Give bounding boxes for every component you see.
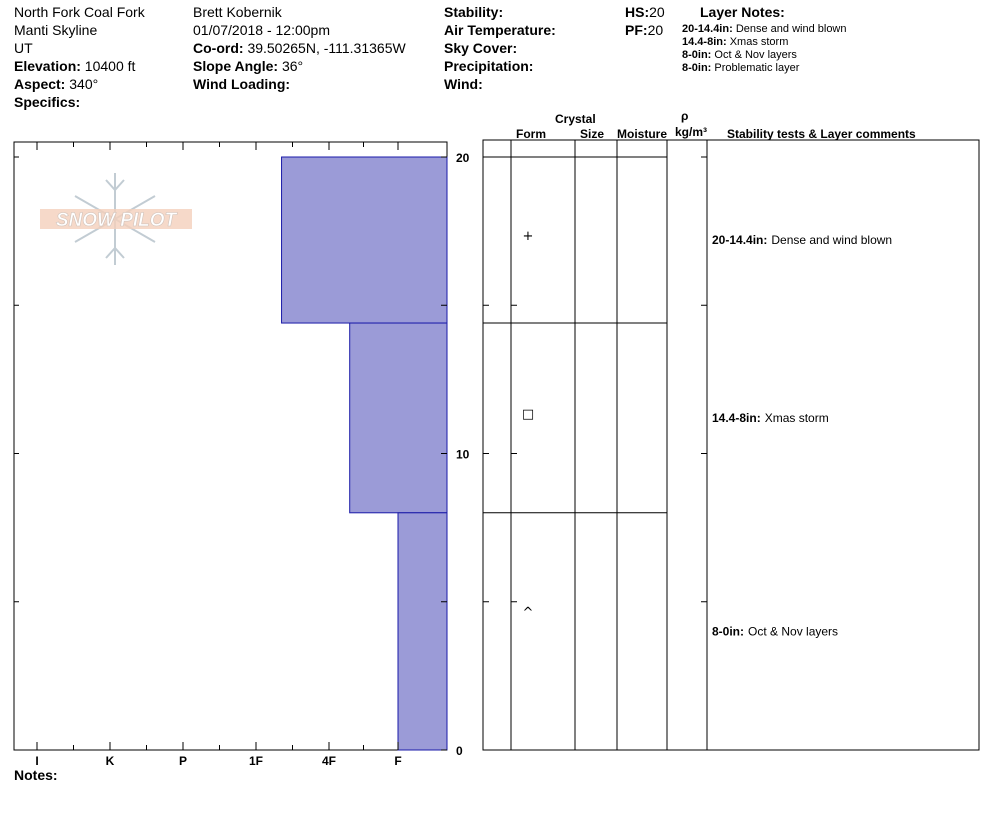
hs-label: HS: bbox=[625, 4, 650, 20]
coordinates: Co-ord: 39.50265N, -111.31365W bbox=[193, 39, 406, 57]
stability-label: Stability: bbox=[444, 4, 504, 20]
specifics-label: Specifics: bbox=[14, 94, 81, 110]
layer-comment-text: Xmas storm bbox=[765, 411, 829, 425]
aspect: Aspect: 340° bbox=[14, 75, 98, 93]
layer-comment-range: 14.4-8in: bbox=[712, 411, 761, 425]
hardness-tick-label: K bbox=[106, 754, 115, 768]
pf-value: 20 bbox=[647, 22, 664, 38]
aspect-value: 340° bbox=[69, 76, 99, 92]
precipitation-label: Precipitation: bbox=[444, 58, 534, 74]
observer-name: Brett Kobernik bbox=[193, 4, 282, 20]
layer-note-text: Dense and wind blown bbox=[735, 23, 847, 35]
crystal-form-symbol: □ bbox=[522, 407, 534, 422]
comments-header: Stability tests & Layer comments bbox=[727, 127, 916, 141]
layer-comment: 8-0in: Oct & Nov layers bbox=[712, 624, 838, 638]
layer-note-range: 8-0in: bbox=[682, 62, 712, 74]
hardness-layers bbox=[281, 156, 448, 751]
hs-value: 20 bbox=[649, 4, 665, 20]
rho-header: ρ bbox=[681, 109, 689, 123]
hardness-axis: I K P 1F 4F F bbox=[35, 142, 402, 768]
layer-note: 14.4-8in: Xmas storm bbox=[682, 36, 788, 49]
layer-note-text: Problematic layer bbox=[714, 62, 800, 74]
hardness-tick-label: 4F bbox=[322, 754, 336, 768]
depth-tick-label: 0 bbox=[456, 744, 463, 758]
observation-datetime: 01/07/2018 - 12:00pm bbox=[193, 22, 330, 38]
layer-comment: 14.4-8in: Xmas storm bbox=[712, 411, 829, 425]
hardness-tick-label: F bbox=[394, 754, 401, 768]
layer-note-text: Oct & Nov layers bbox=[714, 49, 797, 61]
layer-note-range: 8-0in: bbox=[682, 49, 712, 61]
slope-label: Slope Angle: bbox=[193, 58, 279, 74]
crystal-form-symbol: + bbox=[523, 229, 534, 244]
layer-note-text: Xmas storm bbox=[729, 36, 789, 48]
moisture-header: Moisture bbox=[617, 127, 668, 141]
density-unit-header: kg/m³ bbox=[675, 125, 708, 139]
location-name: North Fork Coal Fork bbox=[14, 4, 145, 20]
coord-label: Co-ord: bbox=[193, 40, 244, 56]
crystal-header: Crystal bbox=[555, 112, 596, 126]
layer-note-range: 20-14.4in: bbox=[682, 23, 733, 35]
size-header: Size bbox=[580, 127, 605, 141]
notes-label: Notes: bbox=[14, 767, 58, 783]
depth-axis: 0 10 20 bbox=[14, 151, 707, 758]
layer-note-range: 14.4-8in: bbox=[682, 36, 727, 48]
hardness-layer-bar bbox=[349, 322, 448, 514]
layer-note: 8-0in: Problematic layer bbox=[682, 62, 799, 75]
table-layer-rows: +20-14.4in: Dense and wind blown □ 14.4-8in… bbox=[483, 156, 892, 638]
slope-angle: Slope Angle: 36° bbox=[193, 57, 303, 75]
crystal-form-symbol: ^ bbox=[523, 605, 534, 620]
depth-tick-label: 10 bbox=[456, 448, 470, 462]
layer-comment-text: Dense and wind blown bbox=[771, 233, 892, 247]
layer-note: 20-14.4in: Dense and wind blown bbox=[682, 23, 847, 36]
layer-table-frame bbox=[482, 139, 980, 751]
pf: PF:20 bbox=[625, 21, 663, 39]
layer-comment-range: 8-0in: bbox=[712, 624, 744, 638]
hardness-tick-label: P bbox=[179, 754, 187, 768]
wind-loading-label: Wind Loading: bbox=[193, 76, 291, 92]
elevation-value: 10400 ft bbox=[84, 58, 136, 74]
snowpilot-logo: SNOW PILOT bbox=[40, 173, 192, 265]
hs: HS:20 bbox=[625, 3, 665, 21]
state-name: UT bbox=[14, 40, 33, 56]
depth-tick-label: 20 bbox=[456, 151, 470, 165]
hardness-tick-label: 1F bbox=[249, 754, 263, 768]
elevation-label: Elevation: bbox=[14, 58, 81, 74]
air-temp-label: Air Temperature: bbox=[444, 22, 556, 38]
layer-comment-range: 20-14.4in: bbox=[712, 233, 767, 247]
range-name: Manti Skyline bbox=[14, 22, 98, 38]
form-header: Form bbox=[516, 127, 546, 141]
sky-cover-label: Sky Cover: bbox=[444, 40, 518, 56]
elevation: Elevation: 10400 ft bbox=[14, 57, 135, 75]
coord-value: 39.50265N, -111.31365W bbox=[247, 40, 406, 56]
layer-comment-text: Oct & Nov layers bbox=[748, 624, 838, 638]
layer-notes-title: Layer Notes: bbox=[700, 4, 785, 20]
hardness-layer-bar bbox=[397, 512, 448, 751]
table-column-dividers bbox=[510, 140, 708, 750]
aspect-label: Aspect: bbox=[14, 76, 66, 92]
hardness-tick-label: I bbox=[35, 754, 38, 768]
slope-value: 36° bbox=[281, 58, 304, 74]
layer-comment: 20-14.4in: Dense and wind blown bbox=[712, 233, 892, 247]
layer-note: 8-0in: Oct & Nov layers bbox=[682, 49, 797, 62]
logo-text: SNOW PILOT bbox=[56, 210, 178, 231]
wind-label: Wind: bbox=[444, 76, 483, 92]
hardness-layer-bar bbox=[281, 156, 448, 324]
pf-label: PF: bbox=[625, 22, 648, 38]
